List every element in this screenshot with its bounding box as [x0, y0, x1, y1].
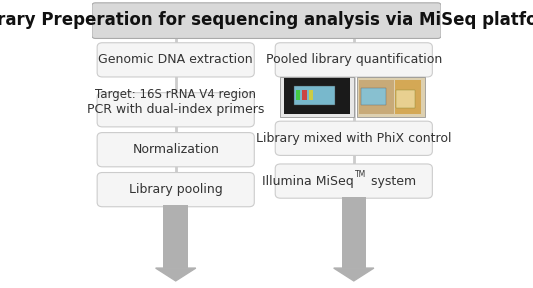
- Bar: [302, 90, 306, 100]
- Bar: [309, 90, 313, 100]
- FancyBboxPatch shape: [97, 173, 254, 207]
- Bar: [296, 90, 301, 100]
- Text: Library pooling: Library pooling: [129, 183, 223, 196]
- FancyBboxPatch shape: [275, 43, 432, 77]
- Text: Library mixed with PhiX control: Library mixed with PhiX control: [256, 132, 451, 145]
- Bar: [395, 80, 421, 114]
- FancyBboxPatch shape: [357, 77, 425, 117]
- FancyBboxPatch shape: [97, 132, 254, 167]
- Text: Illumina MiSeq: Illumina MiSeq: [262, 175, 354, 187]
- FancyBboxPatch shape: [97, 93, 254, 127]
- Bar: [397, 90, 415, 108]
- Bar: [342, 197, 366, 268]
- FancyBboxPatch shape: [275, 121, 432, 156]
- Bar: [164, 205, 188, 268]
- Text: PCR with dual-index primers: PCR with dual-index primers: [87, 103, 264, 116]
- Text: Library Preperation for sequencing analysis via MiSeq platform: Library Preperation for sequencing analy…: [0, 12, 533, 29]
- Text: Target: 16S rRNA V4 region: Target: 16S rRNA V4 region: [95, 88, 256, 101]
- FancyBboxPatch shape: [97, 43, 254, 77]
- Polygon shape: [156, 268, 196, 281]
- Bar: [361, 88, 386, 105]
- Text: TM: TM: [354, 170, 366, 179]
- FancyBboxPatch shape: [275, 164, 432, 198]
- FancyBboxPatch shape: [280, 77, 354, 117]
- Polygon shape: [334, 268, 374, 281]
- Bar: [294, 86, 335, 105]
- FancyBboxPatch shape: [92, 3, 441, 39]
- Text: system: system: [367, 175, 416, 187]
- Text: Genomic DNA extraction: Genomic DNA extraction: [99, 53, 253, 66]
- Bar: [284, 78, 350, 114]
- Bar: [359, 80, 394, 114]
- Text: Normalization: Normalization: [132, 143, 219, 156]
- Text: Pooled library quantification: Pooled library quantification: [265, 53, 442, 66]
